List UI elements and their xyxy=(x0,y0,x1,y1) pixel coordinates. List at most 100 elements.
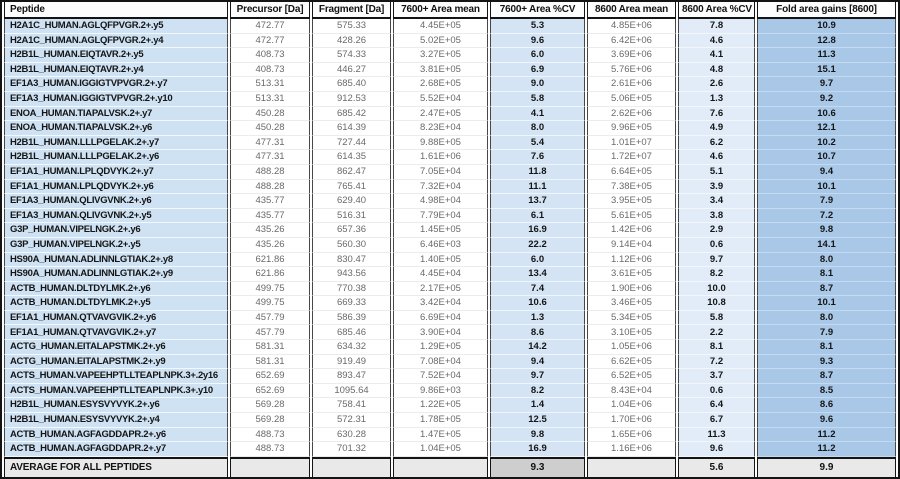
average-cell-area-8600 xyxy=(587,456,676,477)
cell-precursor: 569.28 xyxy=(230,413,310,428)
table-row: ACTS_HUMAN.VAPEEHPTLLTEAPLNPK.3+.y10 652… xyxy=(4,383,896,399)
cell-fragment: 575.33 xyxy=(312,19,391,34)
cell-area-8600: 1.42E+06 xyxy=(587,223,676,238)
cell-precursor: 450.28 xyxy=(230,106,310,122)
cell-cv-7600: 4.1 xyxy=(490,106,585,122)
cell-fold-gain: 9.7 xyxy=(757,77,896,92)
cell-precursor: 652.69 xyxy=(230,369,310,384)
cell-area-8600: 7.38E+05 xyxy=(587,179,676,195)
cell-peptide: ACTB_HUMAN.DLTDYLMK.2+.y5 xyxy=(4,296,228,311)
cell-area-8600: 6.52E+05 xyxy=(587,369,676,384)
table-row: EF1A1_HUMAN.LPLQDVYK.2+.y7 488.28 862.47… xyxy=(4,164,896,180)
average-row-label: AVERAGE FOR ALL PEPTIDES xyxy=(4,456,228,477)
average-cell-fold-gain: 9.9 xyxy=(757,456,896,477)
cell-area-7600: 9.86E+03 xyxy=(393,383,488,399)
cell-precursor: 652.69 xyxy=(230,383,310,399)
cell-area-8600: 1.04E+06 xyxy=(587,398,676,414)
cell-area-8600: 3.61E+05 xyxy=(587,267,676,282)
cell-area-8600: 1.12E+06 xyxy=(587,252,676,268)
cell-fold-gain: 10.2 xyxy=(757,135,896,151)
cell-cv-8600: 4.1 xyxy=(678,48,755,63)
cell-precursor: 472.77 xyxy=(230,33,310,49)
average-cell-fragment xyxy=(312,456,391,477)
cell-cv-7600: 5.8 xyxy=(490,91,585,107)
cell-fold-gain: 10.9 xyxy=(757,19,896,34)
cell-precursor: 450.28 xyxy=(230,121,310,136)
cell-cv-7600: 6.0 xyxy=(490,48,585,63)
cell-fold-gain: 9.2 xyxy=(757,91,896,107)
cell-peptide: H2B1L_HUMAN.ESYSVYVYK.2+.y4 xyxy=(4,413,228,428)
cell-cv-7600: 22.2 xyxy=(490,237,585,253)
cell-area-8600: 5.76E+06 xyxy=(587,62,676,78)
table-row: ACTB_HUMAN.DLTDYLMK.2+.y6 499.75 770.38 … xyxy=(4,281,896,297)
cell-fold-gain: 14.1 xyxy=(757,237,896,253)
cell-area-8600: 3.95E+05 xyxy=(587,194,676,209)
cell-precursor: 435.26 xyxy=(230,237,310,253)
cell-fragment: 629.40 xyxy=(312,194,391,209)
cell-cv-8600: 9.7 xyxy=(678,252,755,268)
cell-peptide: HS90A_HUMAN.ADLINNLGTIAK.2+.y8 xyxy=(4,252,228,268)
cell-cv-7600: 6.1 xyxy=(490,208,585,224)
cell-peptide: ACTG_HUMAN.EITALAPSTMK.2+.y9 xyxy=(4,354,228,370)
cell-peptide: EF1A1_HUMAN.QTVAVGVIK.2+.y7 xyxy=(4,325,228,341)
cell-cv-7600: 5.3 xyxy=(490,19,585,34)
cell-cv-7600: 6.0 xyxy=(490,252,585,268)
table-row: H2A1C_HUMAN.AGLQFPVGR.2+.y4 472.77 428.2… xyxy=(4,33,896,49)
cell-precursor: 513.31 xyxy=(230,91,310,107)
cell-fragment: 516.31 xyxy=(312,208,391,224)
column-header-precursor: Precursor [Da] xyxy=(230,2,310,19)
cell-cv-8600: 11.3 xyxy=(678,427,755,443)
table-row: H2B1L_HUMAN.EIQTAVR.2+.y5 408.73 574.33 … xyxy=(4,48,896,63)
cell-area-8600: 1.16E+06 xyxy=(587,442,676,457)
average-cell-precursor xyxy=(230,456,310,477)
cell-cv-7600: 6.9 xyxy=(490,62,585,78)
cell-cv-7600: 7.4 xyxy=(490,281,585,297)
cell-cv-8600: 1.3 xyxy=(678,91,755,107)
cell-area-8600: 6.42E+06 xyxy=(587,33,676,49)
cell-area-7600: 1.61E+06 xyxy=(393,150,488,165)
cell-cv-7600: 11.8 xyxy=(490,164,585,180)
table-row: ACTB_HUMAN.AGFAGDDAPR.2+.y7 488.73 701.3… xyxy=(4,442,896,457)
cell-fragment: 560.30 xyxy=(312,237,391,253)
cell-area-7600: 4.45E+05 xyxy=(393,19,488,34)
cell-area-7600: 2.17E+05 xyxy=(393,281,488,297)
column-header-fragment: Fragment [Da] xyxy=(312,2,391,19)
cell-area-8600: 8.43E+04 xyxy=(587,383,676,399)
cell-fold-gain: 9.3 xyxy=(757,354,896,370)
cell-precursor: 621.86 xyxy=(230,267,310,282)
cell-area-7600: 3.90E+04 xyxy=(393,325,488,341)
cell-cv-7600: 1.4 xyxy=(490,398,585,414)
cell-cv-7600: 9.7 xyxy=(490,369,585,384)
cell-precursor: 581.31 xyxy=(230,354,310,370)
cell-area-8600: 3.69E+06 xyxy=(587,48,676,63)
cell-area-8600: 5.34E+05 xyxy=(587,310,676,326)
table-body: H2A1C_HUMAN.AGLQFPVGR.2+.y5 472.77 575.3… xyxy=(4,19,896,457)
cell-fold-gain: 10.1 xyxy=(757,296,896,311)
table-row: ENOA_HUMAN.TIAPALVSK.2+.y7 450.28 685.42… xyxy=(4,106,896,122)
cell-fold-gain: 8.7 xyxy=(757,369,896,384)
cell-fragment: 572.31 xyxy=(312,413,391,428)
cell-fragment: 862.47 xyxy=(312,164,391,180)
cell-area-8600: 5.06E+05 xyxy=(587,91,676,107)
cell-peptide: H2B1L_HUMAN.LLLPGELAK.2+.y7 xyxy=(4,135,228,151)
cell-fragment: 943.56 xyxy=(312,267,391,282)
table-row: H2B1L_HUMAN.LLLPGELAK.2+.y6 477.31 614.3… xyxy=(4,150,896,165)
cell-area-7600: 7.05E+04 xyxy=(393,164,488,180)
table-row: HS90A_HUMAN.ADLINNLGTIAK.2+.y9 621.86 94… xyxy=(4,267,896,282)
cell-fragment: 685.46 xyxy=(312,325,391,341)
cell-cv-8600: 6.2 xyxy=(678,135,755,151)
column-header-8600-area-cv: 8600 Area %CV xyxy=(678,2,755,19)
table-row: H2A1C_HUMAN.AGLQFPVGR.2+.y5 472.77 575.3… xyxy=(4,19,896,34)
header-row: Peptide Precursor [Da] Fragment [Da] 760… xyxy=(4,2,896,19)
cell-peptide: ACTG_HUMAN.EITALAPSTMK.2+.y6 xyxy=(4,340,228,355)
table-row: H2B1L_HUMAN.ESYSVYVYK.2+.y6 569.28 758.4… xyxy=(4,398,896,414)
column-header-fold-area-gains: Fold area gains [8600] xyxy=(757,2,896,19)
cell-area-7600: 7.79E+04 xyxy=(393,208,488,224)
cell-peptide: ACTB_HUMAN.DLTDYLMK.2+.y6 xyxy=(4,281,228,297)
cell-area-7600: 2.47E+05 xyxy=(393,106,488,122)
cell-cv-8600: 8.1 xyxy=(678,340,755,355)
cell-fragment: 919.49 xyxy=(312,354,391,370)
cell-cv-8600: 0.6 xyxy=(678,383,755,399)
cell-cv-7600: 13.7 xyxy=(490,194,585,209)
cell-cv-7600: 11.1 xyxy=(490,179,585,195)
